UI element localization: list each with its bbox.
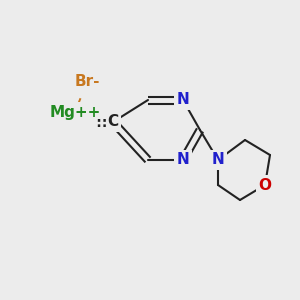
Text: ∷: ∷: [96, 117, 106, 131]
Text: Br-: Br-: [74, 74, 100, 89]
Text: N: N: [212, 152, 224, 167]
Text: O: O: [259, 178, 272, 193]
Text: C: C: [107, 115, 118, 130]
Text: N: N: [177, 152, 189, 167]
Text: N: N: [177, 92, 189, 107]
Text: Mg++: Mg++: [49, 104, 101, 119]
